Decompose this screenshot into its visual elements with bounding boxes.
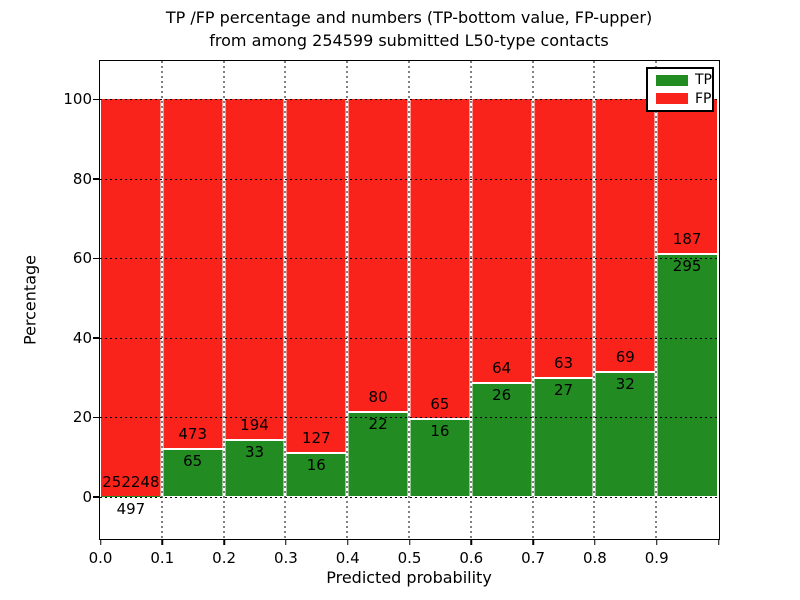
y-tick-mark: [93, 496, 99, 498]
vertical-gridline: [222, 61, 226, 539]
y-tick-label: 80: [72, 169, 92, 188]
x-tick-mark: [594, 540, 596, 545]
fp-bar-segment: [656, 99, 718, 254]
chart-title-line2: from among 254599 submitted L50-type con…: [209, 31, 609, 50]
fp-bar-segment: [594, 99, 657, 371]
tp-count-label: 22: [368, 414, 388, 433]
fp-count-label: 80: [368, 387, 388, 406]
fp-legend-swatch: [656, 93, 688, 105]
y-tick-label: 0: [82, 487, 92, 506]
legend-item-tp: TP: [656, 73, 712, 87]
tp-bar-segment: [532, 377, 595, 497]
tp-count-label: 32: [615, 374, 635, 393]
y-tick-mark: [93, 98, 99, 101]
fp-count-label: 64: [492, 358, 512, 377]
x-tick-mark: [161, 540, 164, 545]
fp-count-label: 69: [615, 347, 635, 366]
x-tick-label: 0.3: [273, 549, 298, 567]
vertical-gridline: [531, 61, 535, 539]
plot-area: 252248 497 473 65 194 33 127 16 80 22 65 16 64 26 63 27…: [99, 60, 720, 540]
horizontal-gridline: [100, 417, 719, 419]
y-tick-mark: [93, 337, 99, 339]
x-tick-label: 0.1: [150, 549, 175, 567]
x-tick-mark: [655, 540, 658, 545]
horizontal-gridline: [100, 258, 719, 260]
x-tick-label: 0.6: [459, 549, 484, 567]
fp-bar-segment: [347, 99, 409, 411]
fp-bar-segment: [532, 99, 595, 378]
tp-count-label: 33: [244, 442, 265, 461]
y-tick-label: 40: [72, 328, 92, 347]
vertical-gridline: [345, 61, 349, 539]
x-tick-label: 0.4: [335, 549, 360, 567]
x-tick-label: 0.9: [644, 549, 669, 567]
legend: TP FP: [646, 67, 714, 112]
fp-count-label: 194: [240, 415, 269, 434]
fp-count-label: 63: [553, 354, 574, 373]
vertical-gridline: [654, 61, 658, 539]
x-tick-mark: [285, 540, 287, 545]
tp-legend-swatch: [656, 74, 688, 86]
horizontal-gridline: [100, 99, 719, 101]
vertical-gridline: [160, 61, 164, 539]
y-tick-mark: [93, 257, 99, 260]
fp-bar-segment: [285, 99, 348, 453]
tp-count-label: 27: [553, 381, 574, 400]
y-tick-label: 100: [63, 90, 92, 109]
horizontal-gridline: [100, 178, 719, 180]
x-tick-mark: [532, 540, 534, 545]
x-tick-label: 0.0: [88, 549, 113, 567]
x-tick-mark: [717, 540, 720, 545]
vertical-gridline: [469, 61, 473, 539]
fp-bar-segment: [100, 99, 162, 496]
horizontal-gridline: [100, 496, 719, 498]
y-tick-mark: [93, 178, 99, 180]
x-tick-mark: [223, 540, 225, 545]
tp-count-label: 16: [430, 422, 450, 440]
fp-bar-segment: [161, 99, 224, 449]
fp-count-label: 127: [301, 429, 331, 448]
y-tick-label: 20: [72, 408, 92, 427]
chart-title-line1: TP /FP percentage and numbers (TP-bottom…: [165, 8, 653, 27]
tp-count-label: 16: [306, 456, 326, 475]
horizontal-gridline: [100, 337, 719, 339]
tp-count-label: 295: [672, 257, 702, 276]
x-tick-mark: [99, 540, 102, 545]
fp-count-label: 473: [178, 425, 208, 444]
fp-count-label: 252248: [102, 472, 160, 491]
x-axis-label: Predicted probability: [326, 568, 492, 587]
x-tick-label: 0.2: [212, 549, 237, 567]
x-tick-label: 0.5: [397, 549, 422, 567]
tp-count-label: 497: [116, 499, 146, 518]
vertical-gridline: [592, 61, 596, 539]
fp-legend-label: FP: [695, 90, 712, 107]
tp-legend-label: TP: [695, 72, 712, 89]
tp-count-label: 65: [183, 452, 203, 471]
fp-bar-segment: [223, 99, 286, 439]
tp-count-label: 26: [492, 385, 512, 404]
x-tick-label: 0.7: [521, 549, 546, 567]
tp-bar-segment: [470, 381, 533, 497]
legend-item-fp: FP: [656, 92, 712, 106]
fp-bar-segment: [470, 99, 533, 382]
vertical-gridline: [283, 61, 287, 539]
x-tick-mark: [408, 540, 411, 545]
x-tick-label: 0.8: [582, 549, 607, 567]
tp-bar-segment: [656, 253, 718, 497]
fp-count-label: 187: [672, 230, 702, 249]
y-tick-mark: [93, 416, 99, 419]
vertical-gridline: [407, 61, 411, 539]
x-tick-mark: [346, 540, 349, 545]
y-tick-label: 60: [72, 249, 92, 268]
y-axis-label: Percentage: [20, 254, 40, 346]
x-tick-mark: [470, 540, 473, 545]
fp-count-label: 65: [430, 395, 450, 413]
